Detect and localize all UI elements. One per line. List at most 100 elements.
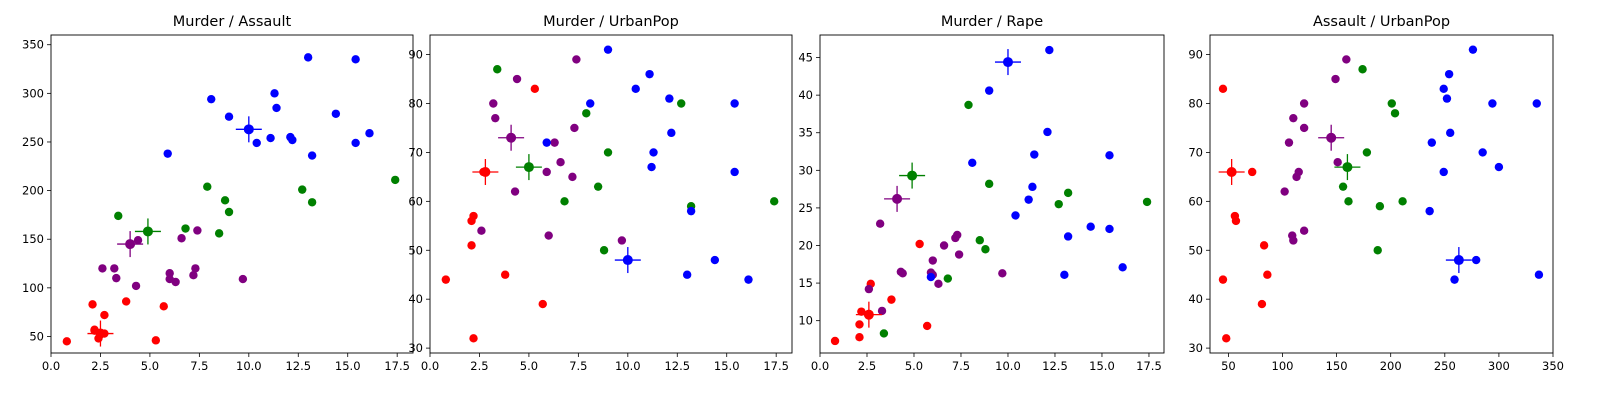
data-point	[887, 295, 896, 304]
data-point	[224, 112, 234, 121]
x-tick-label: 0.0	[811, 359, 829, 373]
x-tick-label: 12.5	[285, 359, 311, 373]
data-point	[686, 206, 696, 216]
panel-title: Murder / Rape	[941, 14, 1043, 30]
centroid-cluster-0	[472, 158, 499, 185]
centroid-marker	[863, 309, 874, 320]
data-point	[288, 135, 297, 145]
data-point	[586, 99, 595, 108]
centroid-cluster-0	[855, 301, 882, 328]
data-point	[1532, 99, 1541, 108]
centroid-marker	[907, 170, 918, 181]
centroid-marker	[1453, 255, 1464, 266]
x-tick-label: 150	[1326, 359, 1348, 373]
y-tick-label: 150	[22, 232, 44, 246]
data-point	[171, 277, 180, 287]
data-point	[1284, 138, 1294, 147]
x-tick-label: 7.5	[569, 359, 587, 373]
data-point	[220, 196, 230, 205]
data-point	[1259, 241, 1269, 250]
data-point	[331, 109, 341, 118]
data-point	[1478, 148, 1487, 157]
data-point	[550, 138, 559, 147]
data-point	[582, 109, 591, 118]
x-tick-label: 100	[1272, 359, 1294, 373]
x-tick-label: 15.0	[714, 359, 740, 373]
data-point	[121, 297, 131, 306]
data-point	[599, 246, 609, 255]
data-point	[351, 55, 360, 64]
data-point	[1362, 148, 1372, 157]
data-point	[133, 235, 143, 245]
data-point	[1450, 275, 1459, 284]
data-point	[943, 274, 953, 283]
panel-title: Murder / Assault	[173, 14, 292, 30]
x-tick-label: 10.0	[615, 359, 641, 373]
x-tick-label: 300	[1488, 359, 1510, 373]
x-tick-label: 17.5	[384, 359, 410, 373]
centroid-marker	[1002, 57, 1013, 68]
centroid-marker	[243, 124, 254, 135]
data-point	[1427, 138, 1437, 147]
y-tick-label: 50	[1188, 243, 1203, 257]
data-point	[898, 269, 907, 278]
data-point	[493, 65, 502, 74]
y-tick-label: 25	[798, 201, 813, 215]
data-point	[163, 149, 172, 158]
data-point	[1257, 299, 1267, 309]
data-point	[954, 250, 964, 259]
series-cluster-1	[477, 55, 627, 245]
series-cluster-2	[114, 175, 400, 238]
data-point	[682, 270, 692, 279]
data-point	[1387, 99, 1396, 108]
data-point	[203, 182, 212, 191]
data-point	[510, 187, 520, 196]
data-point	[560, 197, 569, 206]
data-point	[1342, 55, 1351, 64]
data-point	[647, 162, 656, 172]
data-point	[1105, 151, 1114, 160]
centroid-cluster-3	[994, 49, 1021, 76]
x-tick-label: 5.0	[905, 359, 923, 373]
data-point	[1373, 246, 1382, 255]
data-point	[151, 336, 161, 345]
data-point	[390, 175, 400, 185]
x-tick-label: 2.5	[470, 359, 488, 373]
y-tick-label: 80	[1188, 96, 1203, 110]
data-point	[1028, 182, 1037, 192]
data-point	[875, 219, 885, 228]
data-point	[1331, 74, 1340, 84]
data-point	[572, 55, 581, 64]
data-point	[500, 270, 510, 279]
data-point	[984, 179, 994, 189]
data-point	[603, 148, 613, 157]
series-cluster-3	[163, 53, 374, 160]
x-tick-label: 5.0	[141, 359, 159, 373]
data-point	[1105, 224, 1114, 234]
data-point	[617, 236, 627, 245]
data-point	[864, 284, 874, 294]
data-point	[441, 275, 451, 284]
data-point	[165, 269, 174, 278]
data-point	[1299, 123, 1309, 133]
plot-frame	[1209, 34, 1554, 354]
centroid-marker	[480, 166, 491, 177]
data-point	[193, 226, 202, 235]
data-point	[998, 269, 1007, 278]
x-tick-label: 15.0	[335, 359, 361, 373]
data-point	[303, 53, 313, 62]
x-tick-label: 0.0	[42, 359, 60, 373]
centroid-cluster-1	[117, 231, 144, 258]
data-point	[544, 231, 553, 240]
y-tick-label: 30	[798, 163, 813, 177]
centroid-marker	[1342, 162, 1353, 173]
centroid-cluster-2	[899, 162, 926, 189]
series-cluster-0	[441, 84, 547, 343]
data-point	[477, 226, 486, 235]
data-point	[1289, 236, 1298, 245]
panel-title: Assault / UrbanPop	[1313, 14, 1450, 30]
data-point	[1471, 255, 1481, 265]
data-point	[131, 281, 141, 291]
data-point	[207, 94, 216, 104]
